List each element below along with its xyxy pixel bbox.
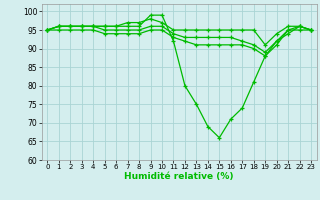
X-axis label: Humidité relative (%): Humidité relative (%) <box>124 172 234 181</box>
